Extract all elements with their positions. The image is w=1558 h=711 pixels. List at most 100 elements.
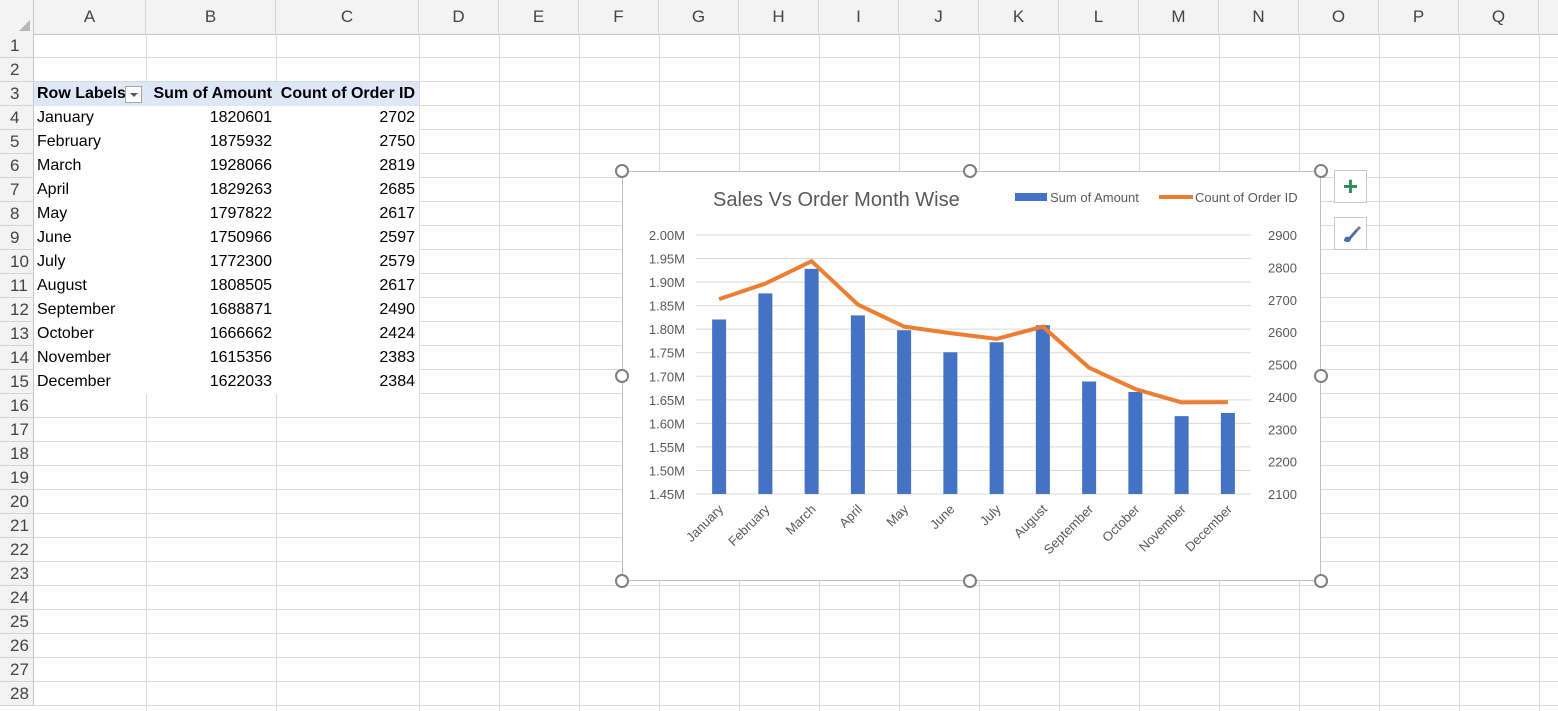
column-header-f[interactable]: F [579,0,659,34]
pivot-row-label[interactable]: November [34,346,146,370]
column-header-l[interactable]: L [1059,0,1139,34]
row-header-16[interactable]: 16 [0,394,34,418]
bar-march[interactable] [804,268,819,494]
row-header-12[interactable]: 12 [0,298,34,322]
pivot-value-cell[interactable]: 2597 [276,226,419,250]
bar-august[interactable] [1035,325,1050,494]
row-header-20[interactable]: 20 [0,490,34,514]
bar-april[interactable] [850,315,865,494]
pivot-row-label[interactable]: June [34,226,146,250]
pivot-row-label[interactable]: January [34,106,146,130]
resize-handle[interactable] [963,574,977,588]
pivot-value-cell[interactable]: 2383 [276,346,419,370]
row-header-11[interactable]: 11 [0,274,34,298]
bar-june[interactable] [943,352,958,494]
row-header-2[interactable]: 2 [0,58,34,82]
chart-legend[interactable]: Sum of Amount Count of Order ID [1015,190,1298,205]
pivot-value-cell[interactable]: 1875932 [146,130,276,154]
pivot-row-label[interactable]: September [34,298,146,322]
pivot-value-cell[interactable]: 2617 [276,202,419,226]
row-header-15[interactable]: 15 [0,370,34,394]
pivot-value-cell[interactable]: 1820601 [146,106,276,130]
count-of-order-id-line[interactable] [718,259,1228,405]
column-header-i[interactable]: I [819,0,899,34]
column-header-o[interactable]: O [1299,0,1379,34]
resize-handle[interactable] [615,574,629,588]
column-header-c[interactable]: C [276,0,419,34]
pivot-row-label[interactable]: October [34,322,146,346]
bar-december[interactable] [1220,412,1235,494]
column-header-n[interactable]: N [1219,0,1299,34]
bar-may[interactable] [897,330,912,494]
chart-elements-button[interactable]: + [1334,170,1367,203]
bar-november[interactable] [1174,416,1189,494]
column-header-k[interactable]: K [979,0,1059,34]
chart-title[interactable]: Sales Vs Order Month Wise [713,189,960,211]
row-header-17[interactable]: 17 [0,418,34,442]
resize-handle[interactable] [615,369,629,383]
resize-handle[interactable] [1314,164,1328,178]
pivot-value-cell[interactable]: 1829263 [146,178,276,202]
row-header-10[interactable]: 10 [0,250,34,274]
column-header-m[interactable]: M [1139,0,1219,34]
pivot-value-cell[interactable]: 1772300 [146,250,276,274]
row-header-28[interactable]: 28 [0,682,34,706]
column-header-d[interactable]: D [419,0,499,34]
column-header-q[interactable]: Q [1459,0,1539,34]
column-header-b[interactable]: B [146,0,276,34]
pivot-value-cell[interactable]: 2424 [276,322,419,346]
resize-handle[interactable] [1314,574,1328,588]
column-header-a[interactable]: A [34,0,146,34]
row-header-23[interactable]: 23 [0,562,34,586]
legend-label-sum-of-amount[interactable]: Sum of Amount [1050,190,1139,205]
pivot-row-label[interactable]: April [34,178,146,202]
row-header-8[interactable]: 8 [0,202,34,226]
row-header-6[interactable]: 6 [0,154,34,178]
row-header-14[interactable]: 14 [0,346,34,370]
bar-series-sum-of-amount[interactable] [712,268,1235,494]
column-header-h[interactable]: H [739,0,819,34]
pivot-value-cell[interactable]: 1615356 [146,346,276,370]
row-header-13[interactable]: 13 [0,322,34,346]
legend-label-count-of-order-id[interactable]: Count of Order ID [1195,190,1298,205]
row-header-19[interactable]: 19 [0,466,34,490]
resize-handle[interactable] [1314,369,1328,383]
pivot-row-label[interactable]: March [34,154,146,178]
resize-handle[interactable] [615,164,629,178]
line-series-count-of-order-id[interactable] [718,259,1228,405]
row-labels-filter-dropdown[interactable] [125,86,142,103]
resize-handle[interactable] [963,164,977,178]
pivot-row-label[interactable]: August [34,274,146,298]
pivot-value-cell[interactable]: 1928066 [146,154,276,178]
row-header-21[interactable]: 21 [0,514,34,538]
pivot-header-cell[interactable]: Sum of Amount [146,82,276,106]
pivot-row-label[interactable]: July [34,250,146,274]
column-header-p[interactable]: P [1379,0,1459,34]
pivot-value-cell[interactable]: 2490 [276,298,419,322]
pivot-value-cell[interactable]: 2384 [276,370,419,394]
row-header-24[interactable]: 24 [0,586,34,610]
pivot-value-cell[interactable]: 1750966 [146,226,276,250]
pivot-value-cell[interactable]: 2685 [276,178,419,202]
row-header-1[interactable]: 1 [0,34,34,58]
pivot-row-label[interactable]: February [34,130,146,154]
pivot-value-cell[interactable]: 1797822 [146,202,276,226]
pivot-value-cell[interactable]: 2750 [276,130,419,154]
bar-september[interactable] [1082,381,1097,494]
pivot-value-cell[interactable]: 2617 [276,274,419,298]
chart-styles-button[interactable] [1334,217,1367,250]
row-header-26[interactable]: 26 [0,634,34,658]
column-header-e[interactable]: E [499,0,579,34]
select-all-corner[interactable] [0,0,34,34]
combo-chart[interactable]: Sales Vs Order Month Wise Sum of Amount C… [622,171,1321,581]
pivot-value-cell[interactable]: 2702 [276,106,419,130]
row-header-5[interactable]: 5 [0,130,34,154]
row-header-7[interactable]: 7 [0,178,34,202]
row-header-27[interactable]: 27 [0,658,34,682]
row-header-4[interactable]: 4 [0,106,34,130]
column-header-g[interactable]: G [659,0,739,34]
bar-january[interactable] [712,319,727,494]
row-header-18[interactable]: 18 [0,442,34,466]
pivot-row-label[interactable]: December [34,370,146,394]
row-header-3[interactable]: 3 [0,82,34,106]
